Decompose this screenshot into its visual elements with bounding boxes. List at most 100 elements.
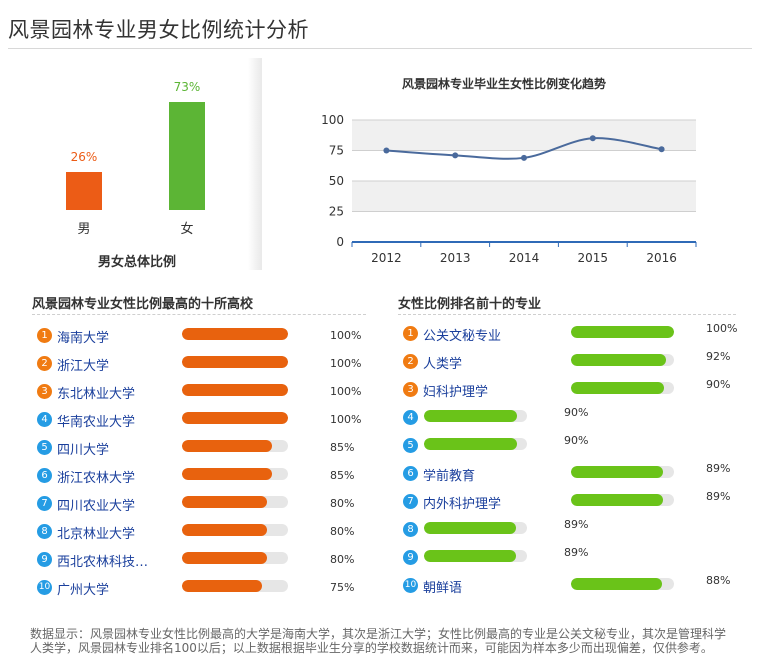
title-divider	[8, 48, 752, 49]
data-point	[383, 147, 390, 154]
bar-fill	[424, 410, 517, 422]
panel-divider	[248, 58, 262, 270]
major-row: 5 90%	[403, 434, 743, 455]
female-percent-label: 73%	[173, 79, 201, 94]
male-percent-label: 26%	[70, 149, 98, 164]
major-name-link[interactable]: 公关文秘专业	[423, 329, 502, 344]
major-name-link[interactable]: 朝鲜语	[423, 581, 463, 596]
school-name-link[interactable]: 东北林业大学	[57, 387, 136, 402]
data-point	[521, 154, 527, 161]
bar-fill	[182, 524, 267, 536]
major-row: 4 90%	[403, 406, 743, 427]
school-name-link[interactable]: 四川农业大学	[57, 499, 136, 514]
bar-fill	[424, 550, 516, 562]
rank-badge: 5	[37, 440, 52, 455]
majors-ranking-list: 1 公关文秘专业 100% 2 人类学 92% 3 妇科护理学 90% 4 90% 5 90% 6 学前教育…	[403, 322, 743, 603]
bar-track	[571, 466, 674, 478]
schools-ranking-list: 1 海南大学 100% 2 浙江大学 100% 3 东北林业大学 100% 4 华南农业大学 100%…	[37, 325, 372, 605]
bar-fill	[182, 412, 288, 424]
rank-badge: 8	[37, 524, 52, 539]
major-row: 9 89%	[403, 546, 743, 567]
school-row: 1 海南大学 100%	[37, 325, 372, 346]
school-name-link[interactable]: 浙江大学	[57, 359, 110, 374]
bar-fill	[571, 326, 674, 338]
rank-badge: 9	[403, 550, 418, 565]
gender-ratio-chart: 26% 73% 男 女 男女总体比例	[12, 58, 260, 270]
percent-label: 89%	[706, 462, 731, 475]
bar-track	[182, 552, 288, 564]
bar-fill	[182, 384, 288, 396]
bar-track	[571, 578, 674, 590]
school-name-link[interactable]: 西北农林科技…	[57, 555, 149, 570]
schools-section-title: 风景园林专业女性比例最高的十所高校	[32, 297, 254, 312]
percent-label: 100%	[706, 322, 738, 335]
percent-label: 100%	[330, 385, 362, 398]
bar-track	[182, 356, 288, 368]
y-tick-label: 25	[329, 205, 344, 219]
school-row: 6 浙江农林大学 85%	[37, 465, 372, 486]
school-row: 7 四川农业大学 80%	[37, 493, 372, 514]
percent-label: 90%	[564, 434, 589, 447]
bar-track	[571, 382, 674, 394]
bar-fill	[424, 522, 516, 534]
school-row: 8 北京林业大学 80%	[37, 521, 372, 542]
school-row: 9 西北农林科技… 80%	[37, 549, 372, 570]
rank-badge: 10	[37, 580, 52, 595]
percent-label: 100%	[330, 357, 362, 370]
school-name-link[interactable]: 华南农业大学	[57, 415, 136, 430]
percent-label: 85%	[330, 469, 355, 482]
bar-track	[182, 524, 288, 536]
percent-label: 92%	[706, 350, 731, 363]
bar-fill	[182, 580, 262, 592]
data-point	[658, 146, 665, 153]
bar-fill	[182, 356, 288, 368]
school-name-link[interactable]: 海南大学	[57, 331, 110, 346]
bar-fill	[424, 438, 517, 450]
major-name-link[interactable]: 妇科护理学	[423, 385, 489, 400]
rank-badge: 5	[403, 438, 418, 453]
school-name-link[interactable]: 北京林业大学	[57, 527, 136, 542]
y-tick-label: 100	[321, 113, 344, 127]
percent-label: 85%	[330, 441, 355, 454]
bar-track	[424, 438, 527, 450]
major-name-link[interactable]: 内外科护理学	[423, 497, 502, 512]
major-row: 10 朝鲜语 88%	[403, 574, 743, 596]
bar-fill	[182, 328, 288, 340]
bar-track	[182, 384, 288, 396]
major-name-link[interactable]: 学前教育	[423, 469, 476, 484]
bar-fill	[571, 466, 663, 478]
school-name-link[interactable]: 浙江农林大学	[57, 471, 136, 486]
bar-track	[424, 522, 527, 534]
school-name-link[interactable]: 广州大学	[57, 583, 110, 598]
bar-track	[182, 440, 288, 452]
percent-label: 88%	[706, 574, 731, 587]
page-title: 风景园林专业男女比例统计分析	[8, 18, 309, 42]
school-row: 4 华南农业大学 100%	[37, 409, 372, 430]
rank-badge: 7	[403, 494, 418, 509]
trend-chart-title: 风景园林专业毕业生女性比例变化趋势	[402, 76, 606, 91]
major-row: 2 人类学 92%	[403, 350, 743, 372]
rank-badge: 10	[403, 578, 418, 593]
school-name-link[interactable]: 四川大学	[57, 443, 110, 458]
bar-track	[182, 412, 288, 424]
major-name-link[interactable]: 人类学	[423, 357, 463, 372]
rank-badge: 1	[37, 328, 52, 343]
bar-fill	[182, 496, 267, 508]
percent-label: 89%	[706, 490, 731, 503]
major-row: 7 内外科护理学 89%	[403, 490, 743, 512]
percent-label: 80%	[330, 525, 355, 538]
bar-track	[571, 326, 674, 338]
rank-badge: 7	[37, 496, 52, 511]
y-tick-label: 50	[329, 174, 344, 188]
major-row: 6 学前教育 89%	[403, 462, 743, 484]
data-point	[589, 135, 596, 142]
bar-fill	[182, 552, 267, 564]
grid-band	[352, 181, 696, 212]
male-axis-label: 男	[77, 222, 91, 237]
rank-badge: 9	[37, 552, 52, 567]
x-tick-label: 2013	[440, 251, 471, 265]
percent-label: 100%	[330, 329, 362, 342]
percent-label: 75%	[330, 581, 355, 594]
male-bar	[66, 171, 102, 210]
x-tick-label: 2012	[371, 251, 402, 265]
